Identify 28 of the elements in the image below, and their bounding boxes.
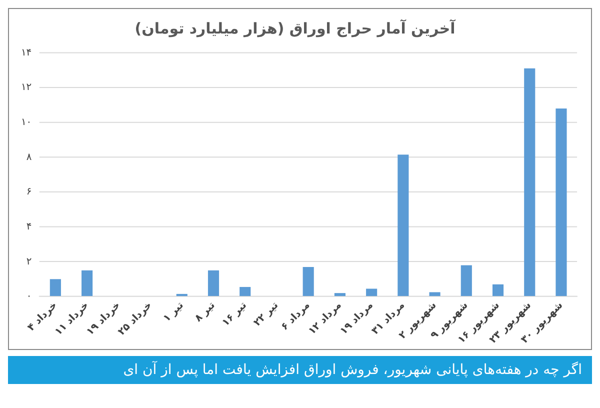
y-tick-label: ۰: [26, 291, 32, 302]
bar: [524, 68, 536, 296]
y-tick-label: ۱۴: [20, 47, 32, 58]
bar: [334, 293, 346, 296]
bar: [50, 279, 61, 296]
y-tick-label: ۱۲: [20, 82, 32, 94]
bar: [398, 154, 409, 296]
bar: [556, 108, 567, 296]
x-tick-label: ۲۲ تیر: [252, 300, 281, 329]
text: اگر چه در هفته‌های پایانی شهریور، فروش اوراق افزایش یافت اما پس از آن ای: [8, 356, 592, 384]
bar: [492, 284, 504, 296]
bar: [302, 266, 314, 296]
bar: [460, 265, 472, 296]
bar: [208, 270, 220, 296]
y-tick-label: ۴: [26, 221, 32, 232]
y-tick-label: ۱۰: [20, 116, 32, 128]
bar: [366, 288, 378, 296]
chart-title: آخرین آمار حراج اوراق (هزار میلیارد تومان): [134, 18, 456, 38]
bar: [240, 286, 251, 296]
x-tick-label: ۱ تیر: [161, 300, 186, 324]
y-tick-label: ۲: [26, 256, 32, 268]
y-tick-label: ۶: [26, 186, 32, 198]
bar: [82, 270, 93, 296]
x-tick-label: ۱۶ تیر: [220, 300, 250, 329]
x-tick-label: ۸ تیر: [193, 300, 218, 324]
bar: [176, 294, 188, 296]
y-tick-label: ۸: [26, 152, 32, 163]
bar: [429, 292, 440, 296]
